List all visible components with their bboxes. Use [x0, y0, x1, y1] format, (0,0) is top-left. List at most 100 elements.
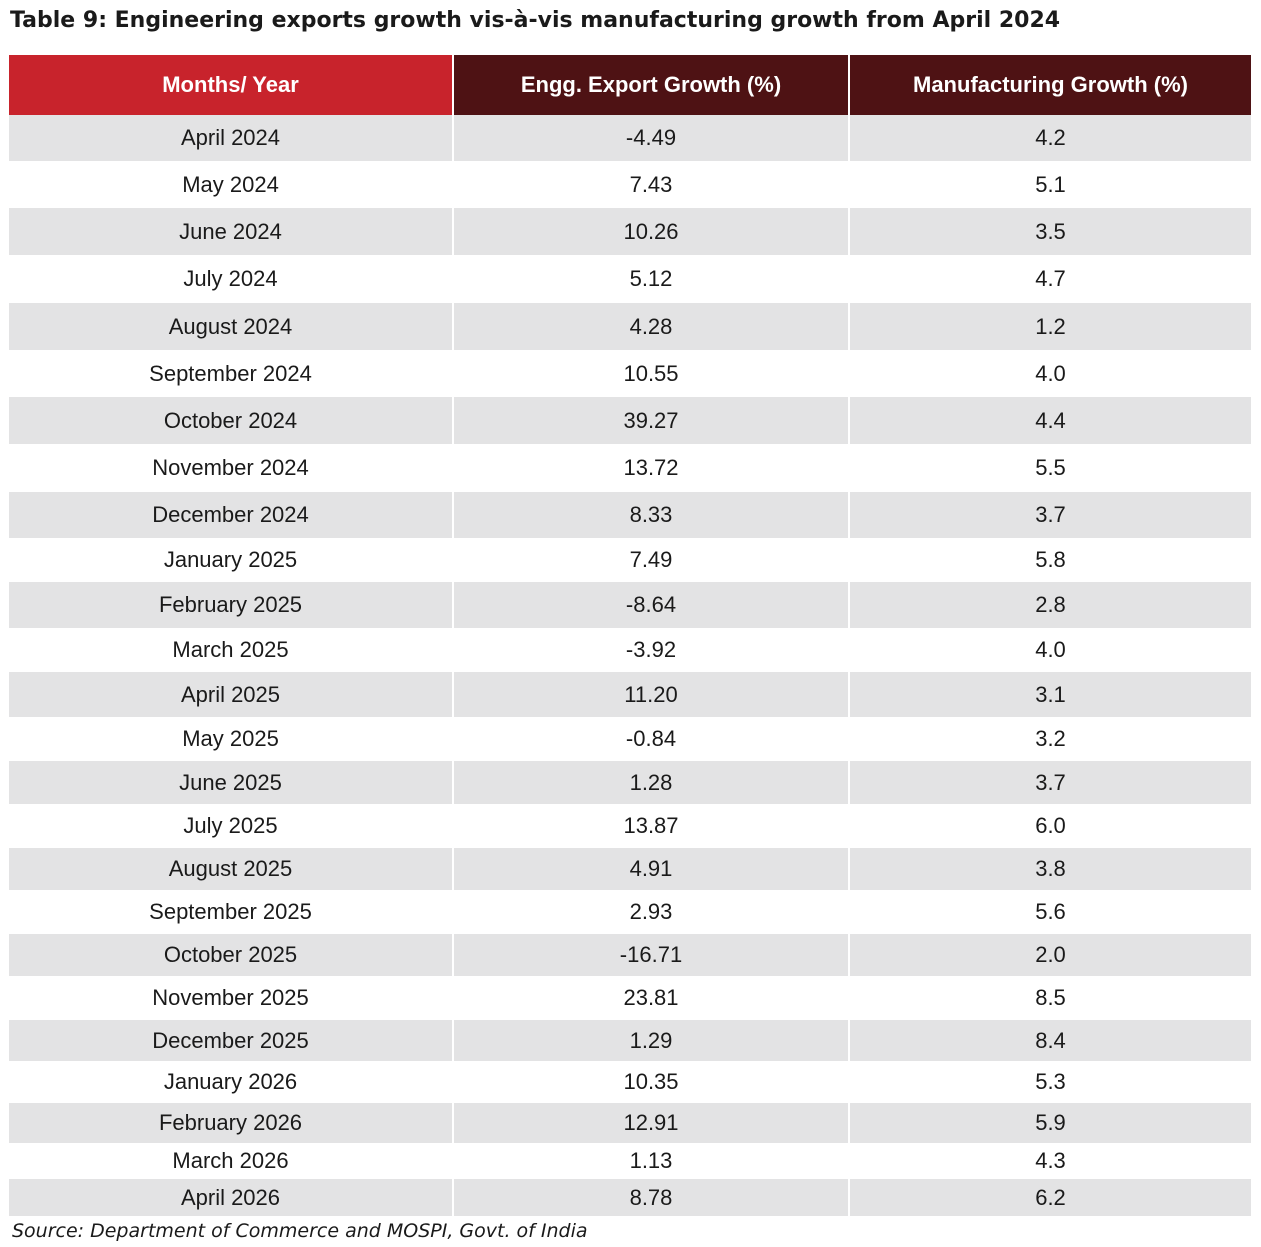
- cell-manufacturing-growth: 4.2: [1035, 125, 1066, 150]
- cell-manufacturing-growth: 3.8: [1035, 856, 1066, 881]
- cell-engg-export-growth: 1.13: [454, 1143, 850, 1179]
- cell-month: December 2024: [9, 492, 454, 538]
- cell-manufacturing-growth: 3.7: [1035, 769, 1066, 795]
- table-row: January 2026 10.35 5.3: [9, 1061, 1251, 1103]
- cell-engg-export-growth: -0.84: [454, 717, 850, 761]
- cell-engg-export-growth: 10.35: [454, 1061, 850, 1103]
- cell-manufacturing-growth: 5.6: [1035, 899, 1066, 924]
- table-row: December 2024 8.33 3.7: [9, 492, 1251, 538]
- cell-engg-export-growth: 11.20: [454, 672, 850, 717]
- cell-manufacturing-growth: 4.7: [1035, 266, 1066, 291]
- cell-engg-export-growth: 4.91: [454, 848, 850, 890]
- cell-month: February 2025: [9, 582, 454, 628]
- cell-manufacturing-growth: 2.0: [1035, 942, 1066, 967]
- cell-manufacturing-growth: 2.8: [1035, 592, 1066, 617]
- cell-manufacturing-growth: 8.4: [1035, 1027, 1066, 1053]
- cell-engg-export-growth: 4.28: [454, 303, 850, 350]
- table-title: Table 9: Engineering exports growth vis-…: [10, 8, 1061, 33]
- cell-engg-export-growth: 13.72: [454, 444, 850, 492]
- cell-manufacturing-growth: 5.3: [1035, 1069, 1066, 1094]
- cell-manufacturing-growth: 8.5: [1035, 985, 1066, 1010]
- table-row: September 2025 2.93 5.6: [9, 890, 1251, 934]
- cell-month: May 2025: [9, 717, 454, 761]
- cell-manufacturing-growth: 5.5: [1035, 455, 1066, 480]
- cell-engg-export-growth: 1.28: [454, 761, 850, 804]
- cell-month: June 2024: [9, 208, 454, 255]
- cell-manufacturing-growth: 1.2: [1035, 313, 1066, 339]
- cell-month: July 2025: [9, 804, 454, 848]
- cell-manufacturing-growth: 6.2: [1035, 1184, 1066, 1210]
- cell-month: April 2026: [9, 1179, 454, 1216]
- cell-manufacturing-growth: 4.4: [1035, 407, 1066, 433]
- cell-engg-export-growth: 10.26: [454, 208, 850, 255]
- header-manufacturing-growth: Manufacturing Growth (%): [850, 55, 1251, 115]
- cell-engg-export-growth: -16.71: [454, 934, 850, 976]
- table-row: June 2024 10.26 3.5: [9, 208, 1251, 255]
- cell-month: March 2026: [9, 1143, 454, 1179]
- table-row: November 2024 13.72 5.5: [9, 444, 1251, 492]
- cell-engg-export-growth: 7.43: [454, 161, 850, 208]
- cell-manufacturing-growth: 3.1: [1035, 681, 1066, 707]
- cell-manufacturing-growth: 5.9: [1035, 1110, 1066, 1135]
- table-row: July 2024 5.12 4.7: [9, 255, 1251, 303]
- cell-month: November 2024: [9, 444, 454, 492]
- table-row: December 2025 1.29 8.4: [9, 1020, 1251, 1061]
- cell-engg-export-growth: 39.27: [454, 397, 850, 444]
- table-row: October 2025 -16.71 2.0: [9, 934, 1251, 976]
- cell-month: January 2025: [9, 538, 454, 582]
- cell-manufacturing-growth: 4.3: [1035, 1148, 1066, 1173]
- table-row: May 2024 7.43 5.1: [9, 161, 1251, 208]
- cell-engg-export-growth: 2.93: [454, 890, 850, 934]
- cell-month: December 2025: [9, 1020, 454, 1061]
- cell-engg-export-growth: -8.64: [454, 582, 850, 628]
- cell-manufacturing-growth: 6.0: [1035, 813, 1066, 838]
- cell-month: April 2025: [9, 672, 454, 717]
- cell-month: September 2025: [9, 890, 454, 934]
- table-row: April 2024 -4.49 4.2: [9, 115, 1251, 161]
- cell-month: October 2025: [9, 934, 454, 976]
- cell-manufacturing-growth: 5.8: [1035, 547, 1066, 572]
- cell-month: March 2025: [9, 628, 454, 672]
- cell-month: July 2024: [9, 255, 454, 303]
- table-row: February 2026 12.91 5.9: [9, 1103, 1251, 1143]
- table-row: January 2025 7.49 5.8: [9, 538, 1251, 582]
- growth-table: Months/ Year Engg. Export Growth (%) Man…: [9, 55, 1251, 1216]
- cell-month: November 2025: [9, 976, 454, 1020]
- table-row: June 2025 1.28 3.7: [9, 761, 1251, 804]
- table-row: February 2025 -8.64 2.8: [9, 582, 1251, 628]
- cell-month: April 2024: [9, 115, 454, 161]
- cell-month: August 2024: [9, 303, 454, 350]
- cell-engg-export-growth: 8.78: [454, 1179, 850, 1216]
- header-engg-export-growth: Engg. Export Growth (%): [454, 55, 850, 115]
- table-row: April 2025 11.20 3.1: [9, 672, 1251, 717]
- cell-month: May 2024: [9, 161, 454, 208]
- cell-month: October 2024: [9, 397, 454, 444]
- cell-manufacturing-growth: 4.0: [1035, 360, 1066, 386]
- table-row: March 2025 -3.92 4.0: [9, 628, 1251, 672]
- table-row: March 2026 1.13 4.3: [9, 1143, 1251, 1179]
- cell-engg-export-growth: -4.49: [454, 115, 850, 161]
- cell-manufacturing-growth: 4.0: [1035, 637, 1066, 662]
- table-header-row: Months/ Year Engg. Export Growth (%) Man…: [9, 55, 1251, 115]
- cell-manufacturing-growth: 3.5: [1035, 218, 1066, 244]
- cell-month: September 2024: [9, 350, 454, 397]
- table-row: August 2024 4.28 1.2: [9, 303, 1251, 350]
- table-row: August 2025 4.91 3.8: [9, 848, 1251, 890]
- cell-engg-export-growth: 23.81: [454, 976, 850, 1020]
- cell-engg-export-growth: 8.33: [454, 492, 850, 538]
- table-row: November 2025 23.81 8.5: [9, 976, 1251, 1020]
- cell-engg-export-growth: 12.91: [454, 1103, 850, 1143]
- table-row: April 2026 8.78 6.2: [9, 1179, 1251, 1216]
- cell-engg-export-growth: 7.49: [454, 538, 850, 582]
- cell-engg-export-growth: 10.55: [454, 350, 850, 397]
- header-months-year: Months/ Year: [9, 55, 454, 115]
- cell-manufacturing-growth: 5.1: [1035, 171, 1066, 197]
- cell-manufacturing-growth: 3.2: [1035, 726, 1066, 751]
- table-row: October 2024 39.27 4.4: [9, 397, 1251, 444]
- table-row: September 2024 10.55 4.0: [9, 350, 1251, 397]
- cell-engg-export-growth: -3.92: [454, 628, 850, 672]
- table-body: April 2024 -4.49 4.2 May 2024 7.43 5.1 June 20…: [9, 115, 1251, 1216]
- cell-engg-export-growth: 1.29: [454, 1020, 850, 1061]
- source-note: Source: Department of Commerce and MOSPI…: [12, 1220, 588, 1242]
- cell-manufacturing-growth: 3.7: [1035, 502, 1066, 527]
